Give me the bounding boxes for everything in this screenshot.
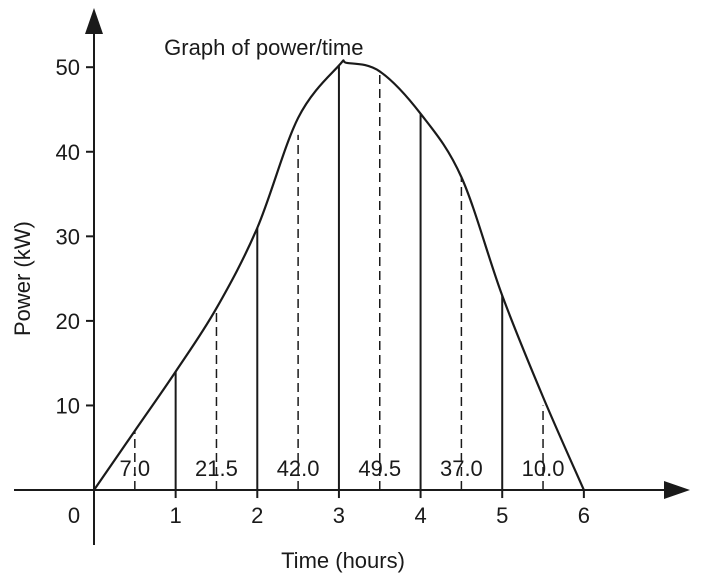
x-ticks: 0 1 2 3 4 5 6 [68,490,590,528]
power-curve [93,59,585,491]
y-tick-label: 40 [56,140,80,165]
strip-value-label: 37.0 [440,456,483,481]
y-tick-label: 50 [56,55,80,80]
y-axis-title: Power (kW) [10,221,35,336]
axes [14,8,690,545]
ordinate-lines [134,65,544,491]
y-tick-label: 30 [56,224,80,249]
strip-value-label: 49.5 [358,456,401,481]
x-axis-arrow-icon [664,481,690,500]
strip-value-label: 21.5 [195,456,238,481]
chart-title: Graph of power/time [164,35,363,60]
x-tick-label: 3 [333,503,345,528]
y-axis-arrow-icon [85,8,103,34]
strip-value-labels: 7.0 21.5 42.0 49.5 37.0 10.0 [120,456,565,481]
x-tick-label: 1 [170,503,182,528]
x-tick-label: 2 [251,503,263,528]
y-tick-label: 10 [56,393,80,418]
y-tick-label: 20 [56,309,80,334]
x-tick-label: 0 [68,503,80,528]
strip-value-label: 42.0 [277,456,320,481]
strip-value-label: 7.0 [120,456,151,481]
y-ticks: 10 20 30 40 50 [56,55,94,418]
x-tick-label: 5 [496,503,508,528]
x-tick-label: 4 [414,503,426,528]
strip-value-label: 10.0 [522,456,565,481]
x-axis-title: Time (hours) [281,548,405,573]
x-tick-label: 6 [578,503,590,528]
